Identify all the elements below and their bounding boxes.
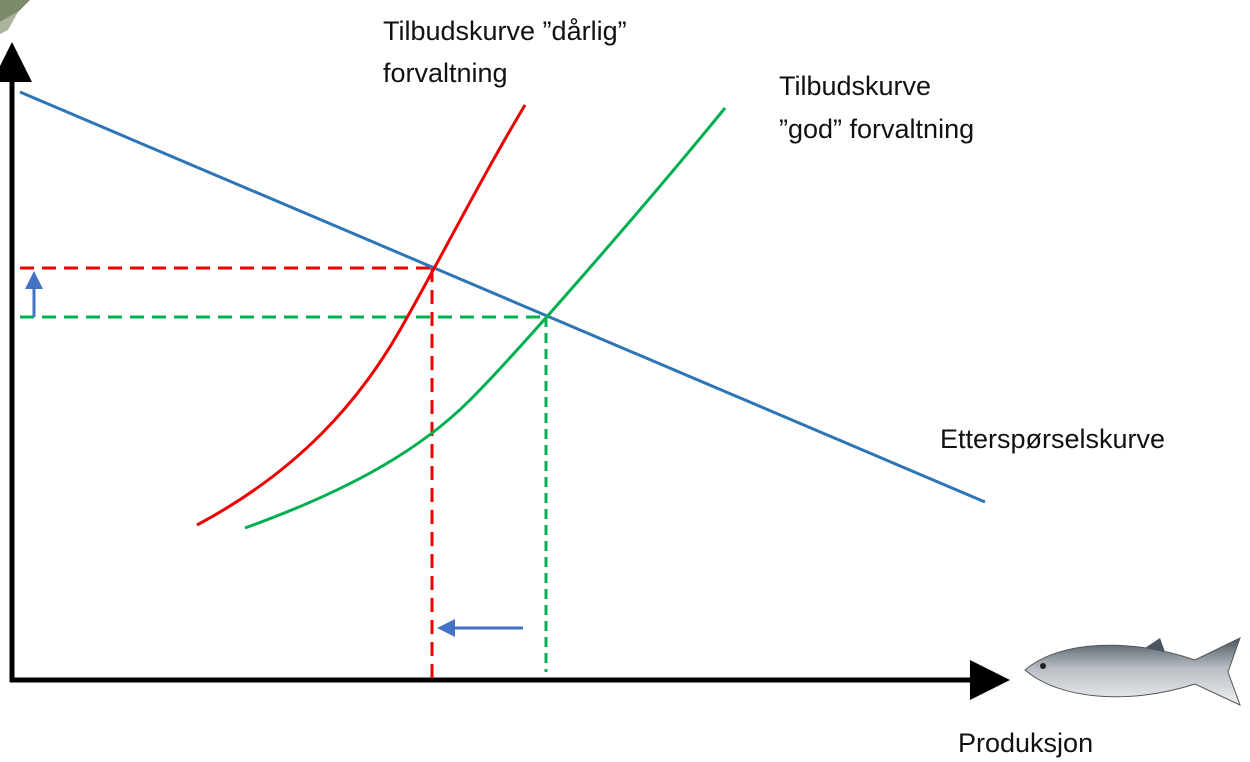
x-axis-label: Produksjon (958, 728, 1093, 758)
supply-bad-curve (196, 104, 527, 527)
money-icon (0, 0, 30, 34)
supply-good-label: Tilbudskurve (779, 71, 931, 101)
supply-bad-label: forvaltning (383, 58, 508, 88)
supply-good-label: ”god” forvaltning (779, 114, 974, 144)
supply-good-curve (244, 107, 727, 530)
demand-curve (19, 90, 986, 504)
supply-bad-label: Tilbudskurve ”dårlig” (383, 16, 627, 46)
demand-label: Etterspørselskurve (940, 424, 1165, 454)
fish-icon (1024, 637, 1241, 706)
